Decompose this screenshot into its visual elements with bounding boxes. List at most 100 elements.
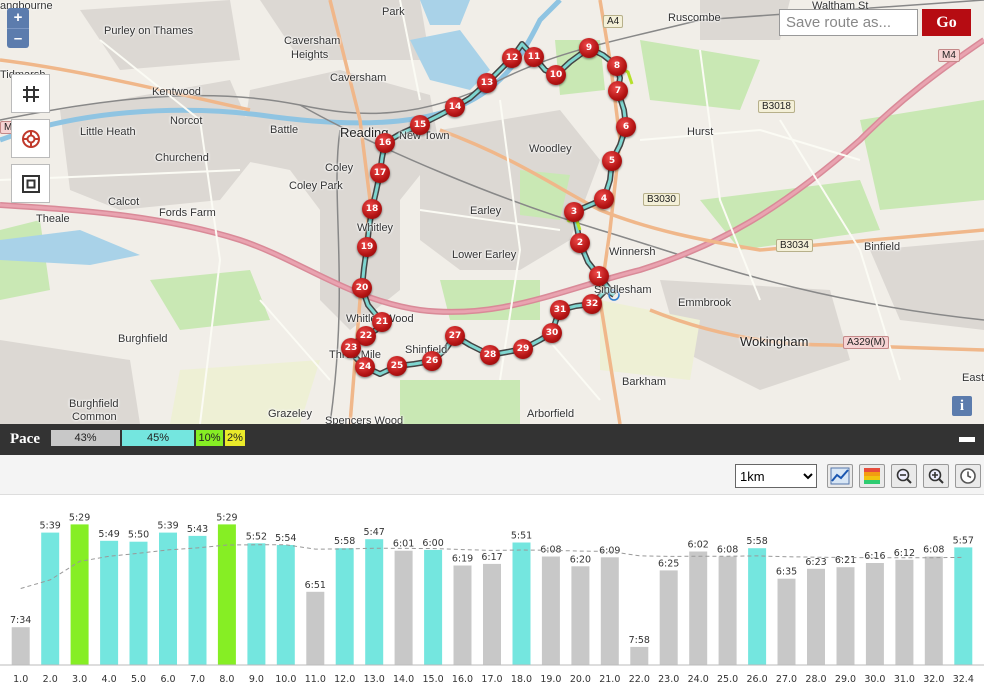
km-marker[interactable]: 28 xyxy=(480,345,500,365)
pace-bar[interactable] xyxy=(777,578,796,665)
km-marker[interactable]: 25 xyxy=(387,356,407,376)
color-scale-icon xyxy=(864,468,880,484)
pace-bar[interactable] xyxy=(11,627,30,665)
pace-bar[interactable] xyxy=(807,568,825,665)
x-tick-label: 32.4 xyxy=(953,674,974,685)
bar-value-label: 5:49 xyxy=(98,529,119,540)
grid-tool-button[interactable] xyxy=(11,74,50,113)
km-marker[interactable]: 32 xyxy=(582,294,602,314)
pace-bar[interactable] xyxy=(659,570,678,665)
km-marker[interactable]: 11 xyxy=(524,47,544,67)
graph-line-button[interactable] xyxy=(827,464,853,488)
pace-bar[interactable] xyxy=(188,535,207,665)
pace-bar[interactable] xyxy=(483,563,501,665)
pace-segment: 10% xyxy=(196,430,223,446)
pace-bar[interactable] xyxy=(689,551,708,666)
place-label: Lower Earley xyxy=(452,249,517,261)
grid-icon xyxy=(22,85,39,102)
pace-bar[interactable] xyxy=(159,532,177,665)
pace-bar[interactable] xyxy=(100,540,119,665)
km-marker[interactable]: 2 xyxy=(570,233,590,253)
fullscreen-tool-button[interactable] xyxy=(11,164,50,203)
pace-bar[interactable] xyxy=(600,557,619,665)
x-tick-label: 31.0 xyxy=(894,674,915,685)
pace-bar[interactable] xyxy=(512,542,531,666)
bar-value-label: 6:08 xyxy=(540,545,561,556)
km-marker[interactable]: 26 xyxy=(422,351,442,371)
pace-bar[interactable] xyxy=(129,541,148,665)
pace-bar[interactable] xyxy=(924,556,943,666)
place-label: Emmbrook xyxy=(678,297,732,309)
go-button[interactable]: Go xyxy=(922,9,971,36)
km-marker[interactable]: 5 xyxy=(602,151,622,171)
km-marker[interactable]: 3 xyxy=(564,202,584,222)
place-label: Heights xyxy=(291,49,329,61)
pace-bar[interactable] xyxy=(865,563,884,665)
pace-bar[interactable] xyxy=(630,646,649,665)
zoom-in-button[interactable]: + xyxy=(13,9,23,26)
km-marker[interactable]: 4 xyxy=(594,189,614,209)
km-marker[interactable]: 13 xyxy=(477,73,497,93)
pace-bar[interactable] xyxy=(335,548,354,665)
layers-tool-button[interactable] xyxy=(11,119,50,158)
km-marker[interactable]: 23 xyxy=(341,338,361,358)
pace-bar[interactable] xyxy=(895,559,914,665)
km-marker[interactable]: 30 xyxy=(542,323,562,343)
collapse-button[interactable] xyxy=(959,437,975,442)
km-marker[interactable]: 17 xyxy=(370,163,390,183)
zoom-in-chart-button[interactable] xyxy=(923,464,949,488)
km-marker[interactable]: 27 xyxy=(445,326,465,346)
zoom-out-chart-button[interactable] xyxy=(891,464,917,488)
graph-line-icon xyxy=(830,467,850,485)
km-marker[interactable]: 18 xyxy=(362,199,382,219)
km-marker[interactable]: 8 xyxy=(607,56,627,76)
km-marker[interactable]: 20 xyxy=(352,278,372,298)
pace-bar[interactable] xyxy=(453,565,472,666)
pace-bar[interactable] xyxy=(541,556,560,666)
km-marker[interactable]: 21 xyxy=(372,312,392,332)
pace-bar[interactable] xyxy=(41,532,60,665)
km-marker[interactable]: 9 xyxy=(579,38,599,58)
info-button[interactable]: i xyxy=(952,396,972,416)
bar-value-label: 7:58 xyxy=(629,635,650,646)
pace-bar[interactable] xyxy=(718,556,737,666)
pace-bar[interactable] xyxy=(954,547,973,665)
km-marker[interactable]: 31 xyxy=(550,300,570,320)
km-marker[interactable]: 12 xyxy=(502,48,522,68)
km-marker[interactable]: 22 xyxy=(356,326,376,346)
pace-bar[interactable] xyxy=(836,567,855,665)
place-label: Sindlesham xyxy=(594,284,652,296)
map[interactable]: angbourne Purley on Thames Caversham Height… xyxy=(0,0,984,424)
clock-button[interactable] xyxy=(955,464,981,488)
pace-bar[interactable] xyxy=(424,549,443,665)
km-marker[interactable]: 10 xyxy=(546,65,566,85)
km-marker[interactable]: 15 xyxy=(410,115,430,135)
pace-bar[interactable] xyxy=(748,548,767,665)
save-route-input[interactable] xyxy=(779,9,918,36)
pace-title: Pace xyxy=(10,431,40,447)
km-marker[interactable]: 16 xyxy=(375,133,395,153)
road-label: B3018 xyxy=(758,100,795,113)
km-marker[interactable]: 7 xyxy=(608,81,628,101)
km-marker[interactable]: 6 xyxy=(616,117,636,137)
km-marker[interactable]: 29 xyxy=(513,339,533,359)
pace-bar[interactable] xyxy=(217,524,236,665)
km-marker[interactable]: 1 xyxy=(589,266,609,286)
pace-bar[interactable] xyxy=(247,543,266,665)
km-marker[interactable]: 24 xyxy=(355,357,375,377)
x-tick-label: 30.0 xyxy=(864,674,885,685)
zoom-out-button[interactable]: – xyxy=(7,28,29,48)
split-interval-select[interactable]: 1km xyxy=(735,464,817,488)
bar-value-label: 6:35 xyxy=(776,567,797,578)
pace-bar[interactable] xyxy=(571,566,590,665)
x-tick-label: 17.0 xyxy=(481,674,502,685)
color-scale-button[interactable] xyxy=(859,464,885,488)
km-marker[interactable]: 19 xyxy=(357,237,377,257)
bar-value-label: 6:00 xyxy=(422,538,443,549)
pace-bar[interactable] xyxy=(306,591,325,665)
pace-bar[interactable] xyxy=(394,550,413,665)
km-marker[interactable]: 14 xyxy=(445,97,465,117)
pace-bar[interactable] xyxy=(365,539,384,665)
pace-bar[interactable] xyxy=(70,524,89,665)
pace-bar[interactable] xyxy=(276,545,295,665)
